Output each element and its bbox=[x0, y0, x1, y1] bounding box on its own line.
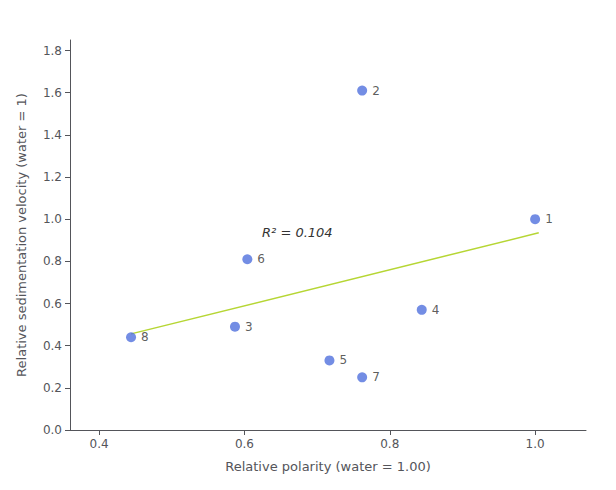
svg-text:Relative sedimentation velocit: Relative sedimentation velocity (water =… bbox=[14, 93, 29, 377]
svg-text:0.6: 0.6 bbox=[235, 437, 254, 451]
svg-text:1.4: 1.4 bbox=[43, 128, 62, 142]
svg-text:6: 6 bbox=[257, 252, 265, 266]
svg-text:0.4: 0.4 bbox=[90, 437, 109, 451]
svg-text:3: 3 bbox=[245, 320, 253, 334]
svg-text:0.8: 0.8 bbox=[380, 437, 399, 451]
svg-text:1.0: 1.0 bbox=[43, 212, 62, 226]
svg-text:1.0: 1.0 bbox=[526, 437, 545, 451]
svg-text:5: 5 bbox=[339, 353, 347, 367]
svg-text:0.8: 0.8 bbox=[43, 254, 62, 268]
svg-text:R² = 0.104: R² = 0.104 bbox=[262, 225, 333, 240]
svg-text:8: 8 bbox=[141, 330, 149, 344]
svg-text:7: 7 bbox=[372, 370, 380, 384]
svg-text:0.6: 0.6 bbox=[43, 297, 62, 311]
svg-text:1.2: 1.2 bbox=[43, 170, 62, 184]
svg-text:1.6: 1.6 bbox=[43, 86, 62, 100]
svg-text:4: 4 bbox=[432, 303, 440, 317]
svg-text:0.2: 0.2 bbox=[43, 381, 62, 395]
svg-text:Relative polarity (water = 1.0: Relative polarity (water = 1.00) bbox=[225, 459, 431, 474]
svg-text:2: 2 bbox=[372, 84, 380, 98]
svg-text:0.0: 0.0 bbox=[43, 423, 62, 437]
svg-text:1.8: 1.8 bbox=[43, 44, 62, 58]
svg-text:1: 1 bbox=[545, 212, 553, 226]
svg-text:0.4: 0.4 bbox=[43, 339, 62, 353]
